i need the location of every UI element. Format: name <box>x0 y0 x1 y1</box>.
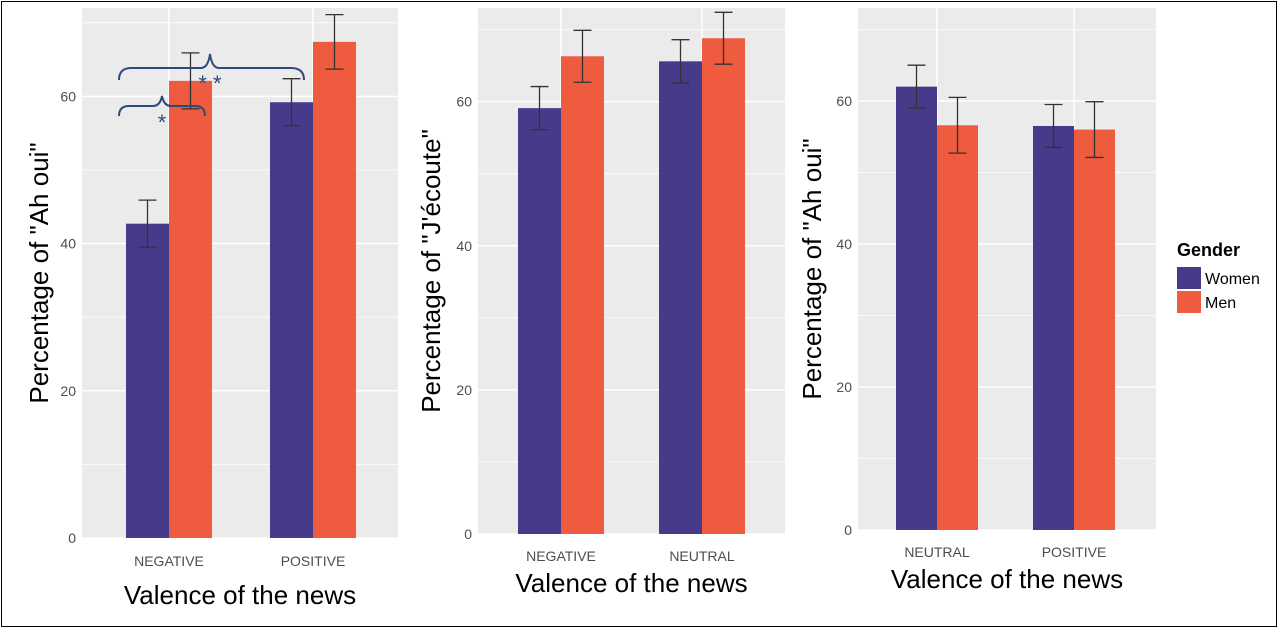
y-axis-label: Percentage of "Ah oui" <box>797 138 827 399</box>
y-tick-label: 20 <box>836 379 852 395</box>
y-tick-label: 0 <box>68 530 76 546</box>
errorbar-women-positive <box>282 78 301 127</box>
y-tick-label: 20 <box>60 383 76 399</box>
bars-and-errorbars <box>896 64 1115 530</box>
x-tick-label: POSITIVE <box>281 553 346 569</box>
y-tick-label: 40 <box>836 236 852 252</box>
errorbar-men-positive <box>1085 101 1104 159</box>
bar-women-negative <box>126 223 169 539</box>
bar-men-neutral <box>937 125 978 530</box>
errorbar-women-neutral <box>671 39 690 84</box>
x-tick-label: NEGATIVE <box>526 548 596 564</box>
y-tick-label: 0 <box>844 522 852 538</box>
x-tick-labels: NEUTRAL POSITIVE <box>904 544 1106 560</box>
y-axis-label: Percentage of "J'écoute" <box>416 129 446 413</box>
x-tick-label: NEUTRAL <box>669 548 735 564</box>
x-tick-label: POSITIVE <box>1042 544 1107 560</box>
errorbar-men-neutral <box>714 11 733 65</box>
bracket-negative-vs-positive <box>118 53 305 81</box>
y-tick-label: 60 <box>60 88 76 104</box>
bar-women-positive <box>270 102 313 538</box>
bracket-negative-women-vs-men <box>118 95 206 117</box>
y-tick-label: 40 <box>456 238 472 254</box>
significance-star-single: * <box>158 110 167 135</box>
bar-men-negative <box>561 56 604 535</box>
legend-swatch-men <box>1177 291 1201 313</box>
chart-panel-1: 0 20 40 60 NEGATIVE POSITIVE Percentage of "… <box>24 8 398 610</box>
y-axis-label: Percentage of "Ah oui" <box>24 142 54 403</box>
y-tick-labels: 0 20 40 60 <box>836 93 852 538</box>
errorbar-women-negative <box>138 199 157 248</box>
errorbar-women-neutral <box>907 64 926 109</box>
errorbar-men-neutral <box>948 96 967 154</box>
x-tick-label: NEUTRAL <box>904 544 970 560</box>
x-axis-label: Valence of the news <box>124 580 356 610</box>
bar-men-positive <box>313 41 356 538</box>
significance-brackets: * * * <box>118 53 305 135</box>
chart-panel-3: 0 20 40 60 NEUTRAL POSITIVE Percentage of "A… <box>797 8 1156 594</box>
bar-men-neutral <box>702 38 745 535</box>
bar-men-positive <box>1074 129 1115 530</box>
bar-women-negative <box>518 108 561 535</box>
bars-and-errorbars <box>518 11 745 535</box>
legend: Gender Women Men <box>1177 240 1260 313</box>
bar-women-neutral <box>896 86 937 530</box>
bar-women-neutral <box>659 61 702 534</box>
chart-panel-2: 0 20 40 60 NEGATIVE NEUTRAL Percentage of "J… <box>416 8 785 598</box>
legend-title: Gender <box>1177 240 1240 260</box>
y-tick-label: 20 <box>456 382 472 398</box>
x-tick-labels: NEGATIVE NEUTRAL <box>526 548 735 564</box>
errorbar-men-negative <box>181 52 200 110</box>
y-tick-labels: 0 20 40 60 <box>456 94 472 542</box>
bar-men-negative <box>169 80 212 538</box>
y-tick-label: 60 <box>456 94 472 110</box>
x-axis-label: Valence of the news <box>515 568 747 598</box>
bar-women-positive <box>1033 125 1074 530</box>
legend-label-men: Men <box>1205 295 1236 312</box>
x-tick-labels: NEGATIVE POSITIVE <box>134 553 345 569</box>
x-axis-label: Valence of the news <box>891 564 1123 594</box>
errorbar-women-negative <box>530 85 549 131</box>
errorbar-women-positive <box>1044 103 1063 149</box>
legend-label-women: Women <box>1205 271 1260 288</box>
y-tick-labels: 0 20 40 60 <box>60 88 76 546</box>
y-tick-label: 60 <box>836 93 852 109</box>
errorbar-men-negative <box>573 29 592 83</box>
legend-swatch-women <box>1177 267 1201 289</box>
errorbar-men-positive <box>325 13 344 70</box>
y-tick-label: 0 <box>464 526 472 542</box>
y-tick-label: 40 <box>60 236 76 252</box>
x-tick-label: NEGATIVE <box>134 553 204 569</box>
bars-and-errorbars <box>126 13 356 539</box>
significance-stars-double: * * <box>198 71 222 96</box>
